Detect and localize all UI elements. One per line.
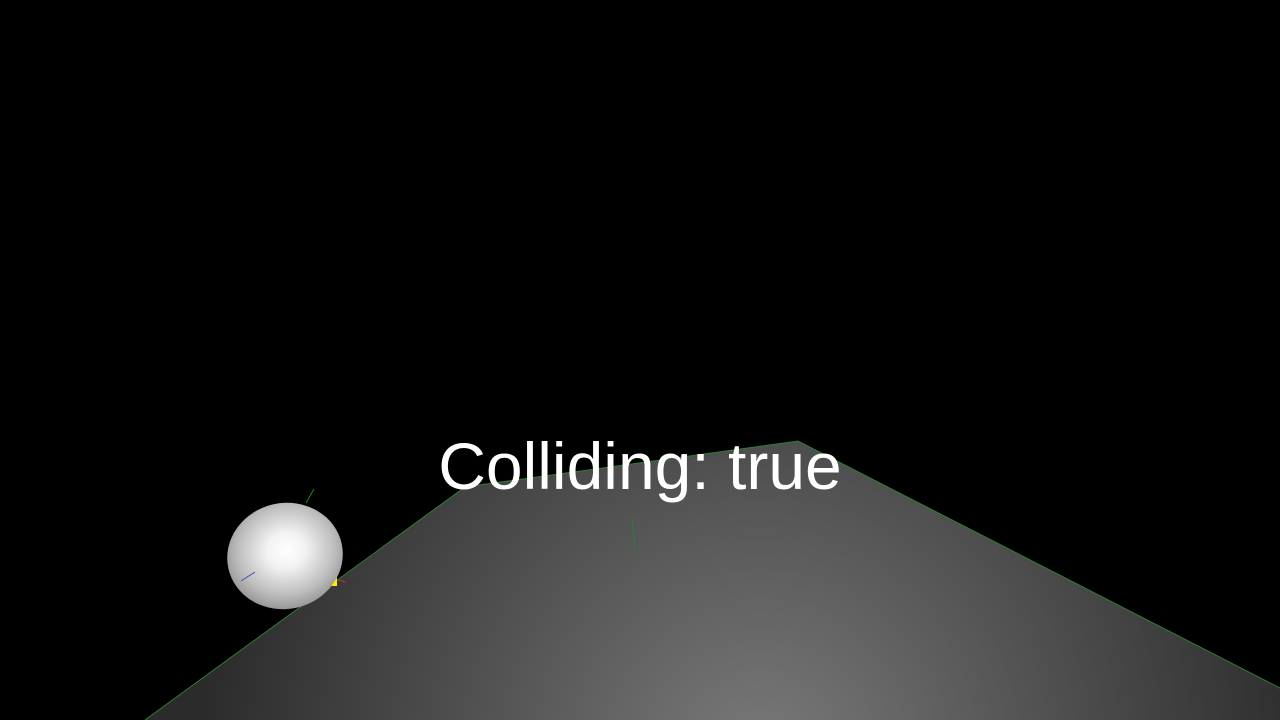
debug-axis-z (240, 571, 256, 582)
debug-axis-x (337, 579, 347, 583)
debug-axis-y (631, 516, 636, 552)
ground-plane (145, 441, 1280, 720)
debug-axis-y (305, 488, 315, 504)
player-sphere (227, 502, 343, 610)
